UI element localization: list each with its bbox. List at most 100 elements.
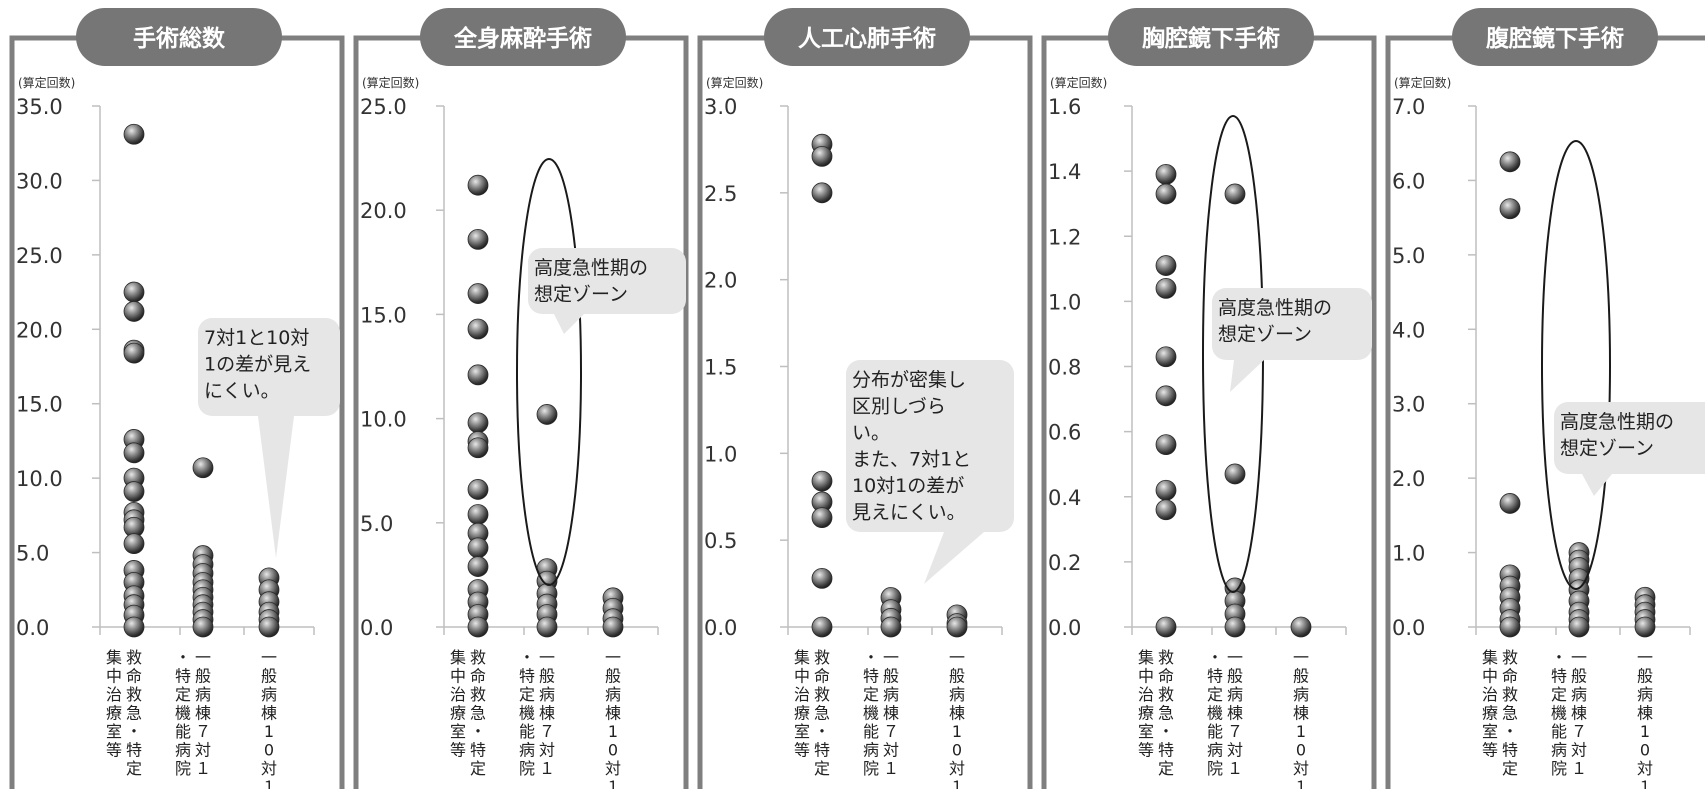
- category-label-char: 療: [106, 704, 122, 723]
- category-label-char: ・: [814, 722, 830, 741]
- data-point: [467, 537, 489, 559]
- y-tick-label: 0.6: [1048, 421, 1081, 445]
- callout-text: 見えにくい。: [852, 502, 966, 524]
- category-label-char: 1: [1296, 722, 1306, 741]
- title-pill: [76, 8, 282, 66]
- data-point: [123, 533, 145, 555]
- category-label-char: １: [539, 759, 555, 778]
- category-label-char: １: [605, 778, 621, 790]
- data-point: [1155, 499, 1177, 521]
- y-tick-label: 0.4: [1048, 486, 1081, 510]
- category-label-char: 能: [519, 722, 535, 741]
- y-tick-label: 0.8: [1048, 356, 1081, 380]
- category-label-char: 室: [450, 722, 466, 741]
- category-label-char: 急: [1502, 704, 1518, 723]
- category-label-char: 0: [1296, 741, 1306, 760]
- y-tick-label: 3.0: [1392, 393, 1425, 417]
- data-point: [536, 616, 558, 638]
- data-point: [811, 567, 833, 589]
- category-label-char: 棟: [1227, 704, 1243, 723]
- category-label-char: 機: [175, 704, 191, 723]
- category-label-char: １: [1637, 778, 1653, 790]
- category-label-char: 能: [1551, 722, 1567, 741]
- y-axis-label: (算定回数): [18, 75, 75, 90]
- category-label-char: 救: [470, 648, 486, 667]
- category-label-char: 集: [450, 648, 466, 667]
- category-label-char: 病: [175, 741, 191, 760]
- y-tick-label: 20.0: [360, 199, 407, 223]
- data-point: [123, 123, 145, 145]
- high-acuity-zone-ellipse: [1541, 140, 1611, 590]
- data-point: [811, 182, 833, 204]
- data-point: [467, 479, 489, 500]
- y-tick-label: 15.0: [16, 393, 63, 417]
- data-point: [258, 616, 280, 638]
- category-label-char: 急: [470, 704, 486, 723]
- data-point: [467, 504, 489, 525]
- title-pill: [1452, 8, 1658, 66]
- callout-tail: [1582, 474, 1612, 496]
- chart-panel-5: 腹腔鏡下手術 (算定回数) 0.0 1.0 2.0 3.0 4.0 5.0 6.0 7.0 救命救急…: [1385, 8, 1705, 793]
- y-axis-label: (算定回数): [362, 75, 419, 90]
- category-label-char: 対: [1571, 741, 1587, 760]
- category-label-char: 集: [794, 648, 810, 667]
- y-tick-label: 0.0: [1048, 616, 1081, 640]
- category-label-char: ・: [1158, 722, 1174, 741]
- category-label-char: 特: [1158, 741, 1174, 760]
- category-label-char: １: [195, 759, 211, 778]
- callout-text: 分布が密集し: [852, 369, 966, 391]
- data-point: [1568, 616, 1590, 638]
- category-label-char: 特: [175, 667, 191, 686]
- data-point: [1634, 616, 1656, 638]
- callout-text: にくい。: [204, 380, 280, 402]
- y-tick-label: 0.0: [16, 616, 49, 640]
- data-point: [1499, 493, 1521, 514]
- category-label-char: 棟: [539, 704, 555, 723]
- chart-title: 人工心肺手術: [798, 25, 936, 52]
- category-label-char: ７: [195, 722, 211, 741]
- chart-panel-1: 手術総数 (算定回数) 0.0 5.0 10.0 15.0 20.0 25.0 30.0 35.0…: [9, 8, 345, 793]
- category-label-char: １: [949, 778, 965, 790]
- y-tick-label: 4.0: [1392, 318, 1425, 342]
- data-point: [467, 556, 489, 577]
- category-label-char: ７: [1571, 722, 1587, 741]
- data-point: [123, 301, 145, 322]
- title-pill: [764, 8, 970, 66]
- category-label-char: 集: [106, 648, 122, 667]
- category-label-char: 機: [1551, 704, 1567, 723]
- callout-text: 7対1と10対: [204, 327, 309, 349]
- category-label-char: ・: [175, 648, 191, 667]
- y-axis-label: (算定回数): [1050, 75, 1107, 90]
- category-label-char: １: [1227, 759, 1243, 778]
- callout-bubble: [846, 360, 1014, 532]
- callout-tail: [1230, 360, 1264, 392]
- category-label-char: 病: [605, 685, 621, 704]
- category-label-char: 般: [605, 667, 621, 686]
- title-pill: [420, 8, 626, 66]
- chart-title: 胸腔鏡下手術: [1142, 25, 1280, 52]
- callout-text: い。: [852, 422, 890, 444]
- data-point: [467, 228, 489, 250]
- y-tick-label: 20.0: [16, 318, 63, 342]
- category-label-char: 対: [539, 741, 555, 760]
- category-label-char: 0: [1640, 741, 1650, 760]
- category-label-char: １: [261, 778, 277, 790]
- category-label-char: 1: [952, 722, 962, 741]
- category-label-char: 等: [1482, 741, 1498, 760]
- category-label-char: 定: [863, 685, 879, 704]
- y-tick-label: 0.0: [360, 616, 393, 640]
- category-label-char: 院: [863, 759, 879, 778]
- data-point: [123, 616, 145, 638]
- y-tick-label: 0.2: [1048, 551, 1081, 575]
- category-label-char: 命: [126, 667, 142, 686]
- category-label-char: 対: [883, 741, 899, 760]
- chart-title: 手術総数: [133, 25, 226, 52]
- data-point: [467, 437, 489, 459]
- y-tick-label: 2.0: [704, 269, 737, 293]
- category-label-char: 一: [1227, 648, 1243, 667]
- category-label-char: 集: [1482, 648, 1498, 667]
- callout-tail: [258, 416, 294, 558]
- category-label-char: 病: [1293, 685, 1309, 704]
- category-label-char: 治: [1138, 685, 1154, 704]
